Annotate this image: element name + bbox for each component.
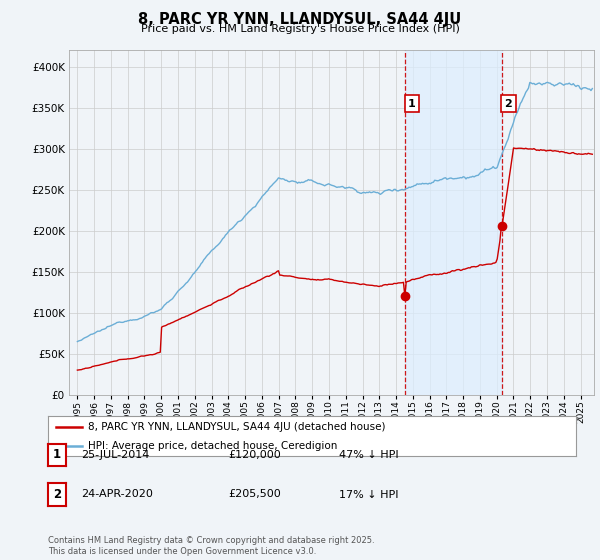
- Text: 2: 2: [53, 488, 61, 501]
- Text: 8, PARC YR YNN, LLANDYSUL, SA44 4JU (detached house): 8, PARC YR YNN, LLANDYSUL, SA44 4JU (det…: [88, 422, 385, 432]
- Text: 17% ↓ HPI: 17% ↓ HPI: [339, 489, 398, 500]
- Text: 8, PARC YR YNN, LLANDYSUL, SA44 4JU: 8, PARC YR YNN, LLANDYSUL, SA44 4JU: [139, 12, 461, 27]
- Text: Contains HM Land Registry data © Crown copyright and database right 2025.
This d: Contains HM Land Registry data © Crown c…: [48, 536, 374, 556]
- Text: 24-APR-2020: 24-APR-2020: [81, 489, 153, 500]
- Text: £120,000: £120,000: [228, 450, 281, 460]
- Text: Price paid vs. HM Land Registry's House Price Index (HPI): Price paid vs. HM Land Registry's House …: [140, 24, 460, 34]
- Text: 25-JUL-2014: 25-JUL-2014: [81, 450, 149, 460]
- Text: 1: 1: [53, 448, 61, 461]
- Text: HPI: Average price, detached house, Ceredigion: HPI: Average price, detached house, Cere…: [88, 441, 337, 450]
- Bar: [406, 50, 502, 395]
- Text: £205,500: £205,500: [228, 489, 281, 500]
- Text: 47% ↓ HPI: 47% ↓ HPI: [339, 450, 398, 460]
- Text: 2: 2: [505, 99, 512, 109]
- Text: 1: 1: [408, 99, 416, 109]
